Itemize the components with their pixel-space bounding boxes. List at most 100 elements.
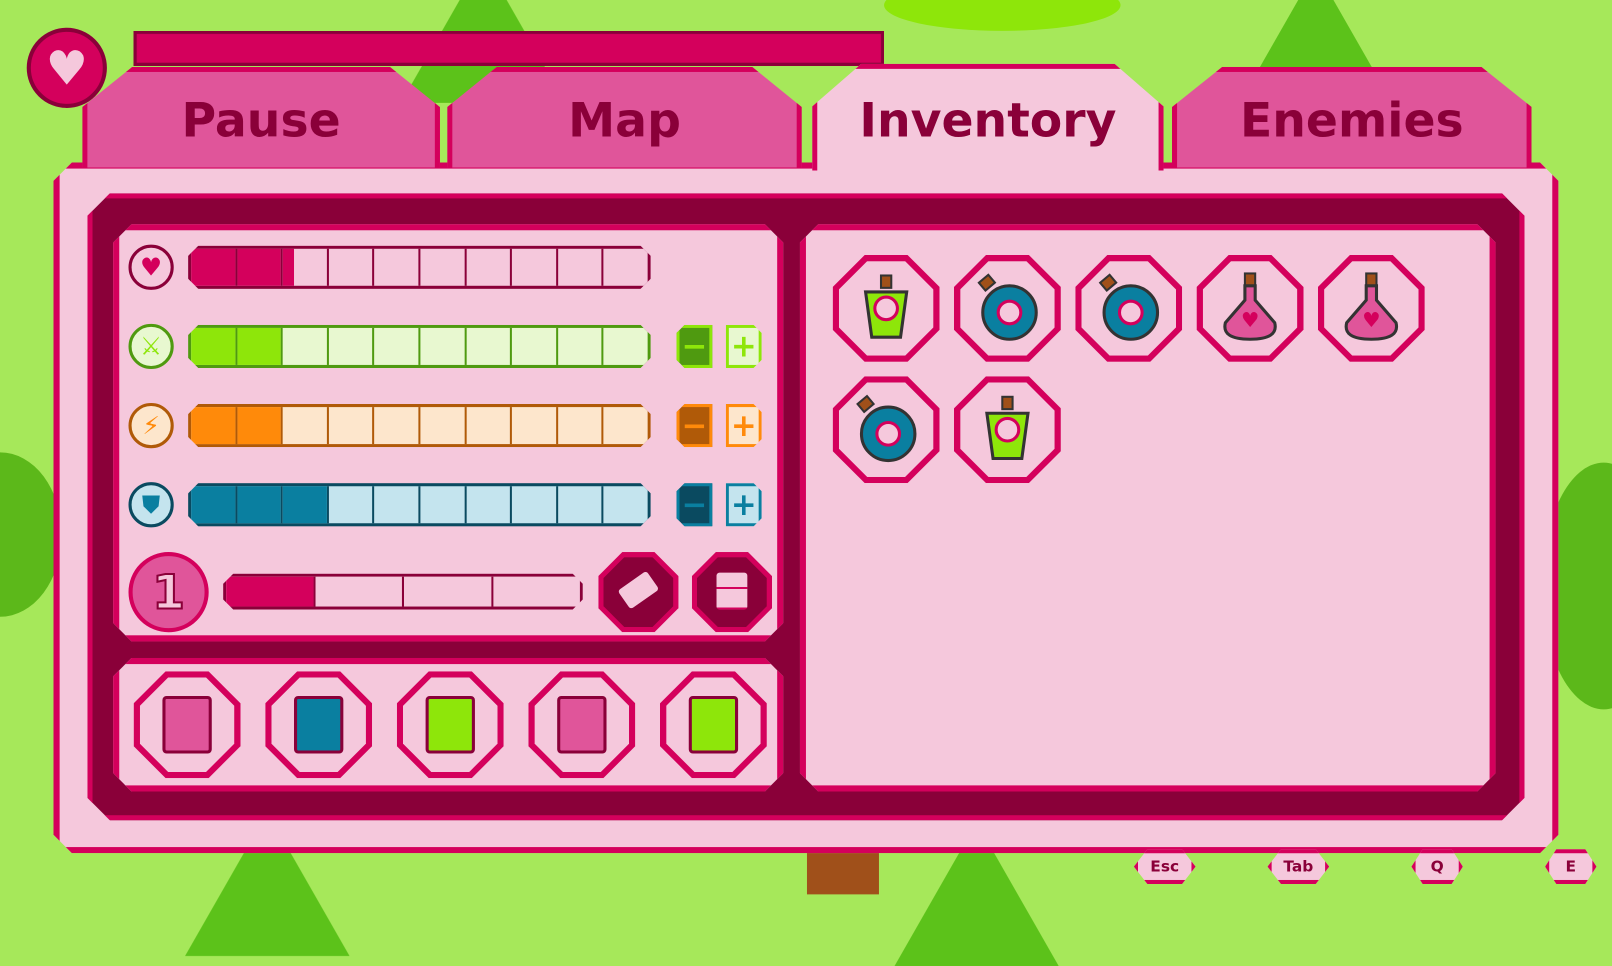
bar-segment bbox=[191, 328, 237, 365]
bar-segment bbox=[375, 249, 421, 286]
xp-bar bbox=[223, 574, 583, 610]
bar-segment bbox=[375, 486, 421, 523]
tab-enemies[interactable]: Enemies bbox=[1171, 66, 1532, 168]
bar-segment-fill bbox=[191, 249, 235, 286]
bar-segment bbox=[375, 407, 421, 444]
inventory-slot-pink-potion[interactable]: ♥ bbox=[1196, 254, 1304, 362]
key-hint-q: Q bbox=[1411, 849, 1463, 885]
bar-segment bbox=[466, 249, 512, 286]
bar-segment bbox=[283, 486, 329, 523]
speed-increase-button[interactable]: + bbox=[726, 404, 762, 447]
svg-text:♥: ♥ bbox=[1241, 308, 1259, 332]
tab-inventory[interactable]: Inventory bbox=[812, 63, 1164, 171]
sword-card-icon bbox=[688, 695, 739, 754]
svg-text:♥: ♥ bbox=[1362, 308, 1380, 332]
bar-segment bbox=[329, 486, 375, 523]
level-badge: 1 bbox=[128, 552, 209, 633]
bar-segment bbox=[191, 249, 237, 286]
shield-icon: ⛊ bbox=[128, 482, 174, 528]
bar-segment bbox=[191, 407, 237, 444]
key-hint-e: E bbox=[1545, 849, 1597, 885]
bar-segment bbox=[237, 407, 283, 444]
bar-segment bbox=[512, 328, 558, 365]
bar-segment bbox=[420, 486, 466, 523]
attack-increase-button[interactable]: + bbox=[726, 325, 762, 368]
tab-map[interactable]: Map bbox=[447, 66, 802, 168]
bar-segment bbox=[329, 328, 375, 365]
bar-segment bbox=[512, 407, 558, 444]
bar-segment bbox=[226, 577, 315, 607]
bar-segment bbox=[315, 577, 404, 607]
equipment-slot[interactable] bbox=[133, 671, 241, 779]
inventory-slot-green-potion[interactable] bbox=[953, 376, 1061, 484]
bar-segment bbox=[493, 577, 580, 607]
bar-segment bbox=[558, 328, 604, 365]
bar-segment-fill bbox=[283, 486, 327, 523]
bar-segment-fill bbox=[226, 577, 313, 607]
bar-segment bbox=[283, 328, 329, 365]
bar-segment bbox=[466, 407, 512, 444]
bar-segment bbox=[404, 577, 493, 607]
attack-bar bbox=[188, 325, 651, 368]
inventory-slot-blue-potion[interactable] bbox=[832, 376, 940, 484]
equipment-slot[interactable] bbox=[265, 671, 373, 779]
bar-segment bbox=[237, 249, 283, 286]
bar-segment bbox=[558, 486, 604, 523]
bar-segment bbox=[420, 328, 466, 365]
bar-segment bbox=[604, 249, 648, 286]
bar-segment bbox=[558, 407, 604, 444]
bar-segment bbox=[558, 249, 604, 286]
speed-bar bbox=[188, 404, 651, 447]
bar-segment bbox=[375, 328, 421, 365]
inventory-slot-pink-potion[interactable]: ♥ bbox=[1317, 254, 1425, 362]
key-hint-esc: Esc bbox=[1133, 849, 1196, 885]
lightning-icon: ⚡ bbox=[128, 402, 174, 449]
bar-segment bbox=[329, 249, 375, 286]
save-button[interactable] bbox=[691, 552, 773, 633]
tree-canopy bbox=[884, 0, 1121, 31]
floppy-disk-icon bbox=[716, 572, 748, 610]
speed-decrease-button[interactable]: − bbox=[676, 404, 712, 447]
bar-segment-fill bbox=[237, 407, 281, 444]
bar-segment bbox=[191, 486, 237, 523]
key-hint-tab: Tab bbox=[1267, 849, 1330, 885]
tab-strip bbox=[133, 30, 885, 66]
health-bar bbox=[188, 246, 651, 289]
inventory-slot-blue-potion[interactable] bbox=[1075, 254, 1183, 362]
inventory-slot-green-potion[interactable] bbox=[832, 254, 940, 362]
bar-segment-fill bbox=[191, 486, 235, 523]
defense-increase-button[interactable]: + bbox=[726, 483, 762, 526]
bar-segment-fill bbox=[237, 249, 281, 286]
bar-segment bbox=[512, 486, 558, 523]
bush bbox=[0, 452, 62, 617]
bar-segment bbox=[420, 249, 466, 286]
equipment-slot[interactable] bbox=[396, 671, 504, 779]
inventory-slot-blue-potion[interactable] bbox=[953, 254, 1061, 362]
attack-decrease-button[interactable]: − bbox=[676, 325, 712, 368]
bar-segment bbox=[466, 328, 512, 365]
bar-segment-fill bbox=[283, 249, 294, 286]
tab-pause[interactable]: Pause bbox=[82, 66, 440, 168]
equipment-slot[interactable] bbox=[659, 671, 767, 779]
heart-icon: ♥ bbox=[26, 27, 107, 108]
bar-segment bbox=[237, 328, 283, 365]
bar-segment bbox=[420, 407, 466, 444]
bar-segment bbox=[604, 407, 648, 444]
bar-segment-fill bbox=[237, 486, 281, 523]
bar-segment bbox=[283, 249, 329, 286]
bar-segment bbox=[466, 486, 512, 523]
defense-decrease-button[interactable]: − bbox=[676, 483, 712, 526]
bar-segment bbox=[512, 249, 558, 286]
sword-icon: ⚔ bbox=[128, 323, 174, 370]
boots-icon bbox=[557, 695, 607, 754]
shirt-icon bbox=[294, 695, 344, 754]
hat-icon bbox=[162, 695, 212, 754]
bar-segment-fill bbox=[191, 407, 235, 444]
erase-button[interactable] bbox=[598, 552, 679, 633]
defense-bar bbox=[188, 483, 651, 526]
bar-segment-fill bbox=[237, 328, 281, 365]
equipment-slot[interactable] bbox=[528, 671, 636, 779]
heart-icon: ♥ bbox=[128, 244, 174, 290]
bar-segment bbox=[283, 407, 329, 444]
